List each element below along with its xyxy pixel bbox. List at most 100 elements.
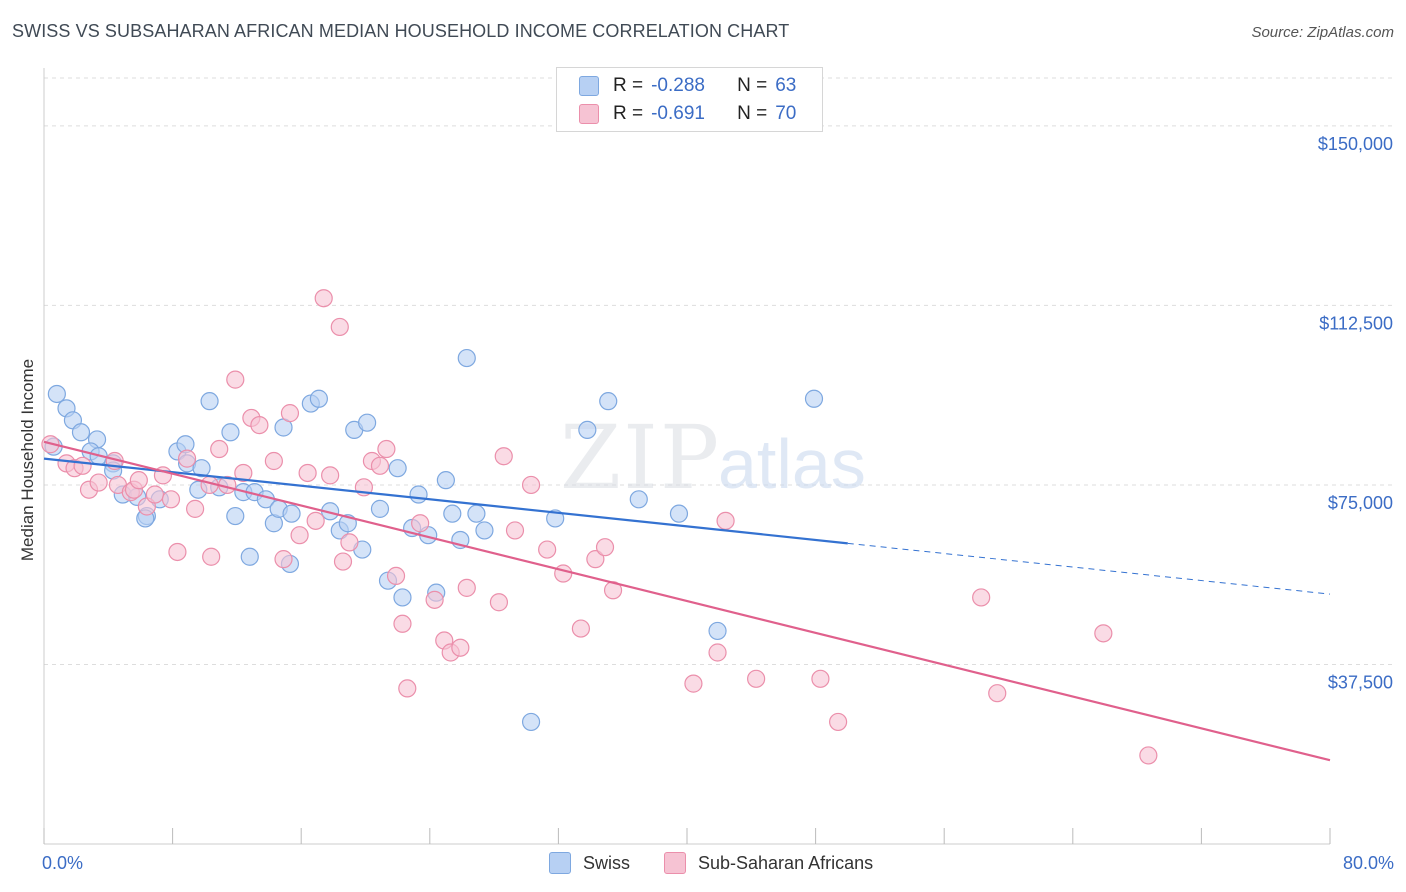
swiss-point (240, 547, 259, 566)
swiss-point (443, 504, 462, 523)
legend-r-ssa: -0.691 (651, 103, 705, 124)
ssa-point (321, 466, 340, 485)
watermark-atlas: atlas (718, 425, 866, 503)
swiss-point (804, 389, 824, 408)
ssa-point (386, 566, 406, 586)
watermark: ZIP atlas (560, 406, 866, 509)
ssa-point (829, 712, 848, 732)
source-label: Source: ZipAtlas.com (1251, 24, 1394, 41)
ssa-point (168, 542, 187, 562)
ssa-point (89, 473, 108, 492)
y-tick-label: $112,500 (1319, 313, 1393, 333)
y-axis-label: Median Household Income (18, 358, 37, 562)
swiss-trend-line (43, 457, 848, 545)
legend-label-swiss: Swiss (583, 852, 631, 873)
ssa-point (708, 643, 727, 662)
legend-n-ssa: 70 (775, 103, 797, 124)
swiss-point (388, 459, 407, 478)
ssa-point (330, 317, 349, 337)
ssa-point (398, 679, 417, 698)
ssa-point (747, 669, 766, 688)
ssa-point (377, 439, 396, 459)
swiss-point (436, 471, 455, 490)
swiss-point (521, 712, 541, 732)
legend-item-swiss: Swiss (549, 852, 630, 874)
swiss-point (221, 423, 240, 442)
swiss-point (708, 621, 727, 641)
x-tick-label: 80.0% (1343, 853, 1394, 873)
ssa-point (538, 540, 557, 559)
ssa-point (554, 564, 573, 583)
ssa-point (226, 370, 245, 389)
ssa-point (571, 619, 591, 638)
ssa-point (202, 547, 221, 566)
ssa-point (684, 674, 703, 693)
ssa-point (306, 511, 325, 530)
ssa-point (489, 593, 509, 612)
ssa-point (274, 550, 293, 569)
swiss-point (71, 423, 91, 442)
swiss-point (358, 413, 377, 432)
ssa-point (595, 538, 615, 557)
trend-lines (43, 440, 1331, 762)
ssa-point (457, 578, 476, 597)
ssa-point (988, 684, 1007, 703)
ssa-point (161, 490, 181, 509)
gridlines (44, 77, 1394, 665)
axes (43, 68, 1331, 845)
swiss-point (47, 384, 66, 404)
ssa-point (1094, 624, 1113, 643)
ssa-point (210, 439, 229, 459)
data-points (41, 289, 1158, 765)
swiss-point (546, 509, 565, 528)
legend-label-ssa: Sub-Saharan Africans (698, 852, 874, 873)
correlation-legend: R = -0.288 N = 63 R = -0.691 N = 70 (556, 67, 823, 132)
swiss-point (669, 504, 689, 523)
ssa-point (494, 447, 513, 466)
chart-title: SWISS VS SUBSAHARAN AFRICAN MEDIAN HOUSE… (12, 21, 790, 41)
ssa-point (290, 526, 309, 545)
legend-r-label: R = (613, 75, 644, 96)
ssa-point (298, 463, 317, 483)
ssa-point (586, 550, 605, 569)
ssa-point (451, 638, 470, 657)
swiss-point (192, 459, 211, 478)
ssa-point (73, 456, 92, 475)
ssa-point (234, 463, 253, 483)
series-legend: Swiss Sub-Saharan Africans (0, 852, 1406, 876)
ssa-point (186, 499, 205, 518)
legend-item-ssa: Sub-Saharan Africans (664, 852, 873, 874)
legend-row-ssa: R = -0.691 N = 70 (579, 101, 796, 127)
swiss-point (475, 521, 494, 540)
legend-n-label: N = (737, 103, 768, 124)
swiss-point (200, 392, 219, 411)
ssa-point (505, 521, 525, 540)
ssa-point (280, 404, 300, 423)
ssa-trend-line (43, 440, 1331, 762)
swiss-point (409, 485, 428, 504)
legend-swatch-ssa (579, 104, 599, 124)
swiss-point (309, 389, 328, 408)
legend-n-swiss: 63 (775, 75, 797, 96)
y-tick-label: $75,000 (1328, 493, 1393, 513)
swiss-point (629, 490, 648, 509)
swiss-point (282, 504, 301, 523)
ssa-point (264, 451, 283, 471)
ssa-point (411, 514, 430, 533)
ssa-point (129, 471, 148, 490)
legend-n-label: N = (737, 75, 768, 96)
ssa-point (521, 475, 541, 495)
ssa-point (340, 533, 359, 552)
ssa-point (177, 449, 197, 468)
ssa-point (393, 614, 412, 633)
tick-labels: $37,500 $75,000 $112,500 $150,000 0.0% 80.0% (42, 134, 1394, 873)
legend-swatch-swiss (549, 852, 571, 874)
ssa-point (145, 485, 165, 504)
legend-swatch-ssa (664, 852, 686, 874)
legend-r-label: R = (613, 103, 644, 124)
swiss-point (599, 392, 618, 411)
ssa-point (1139, 746, 1158, 765)
ssa-point (370, 456, 390, 475)
ssa-point (333, 552, 353, 571)
